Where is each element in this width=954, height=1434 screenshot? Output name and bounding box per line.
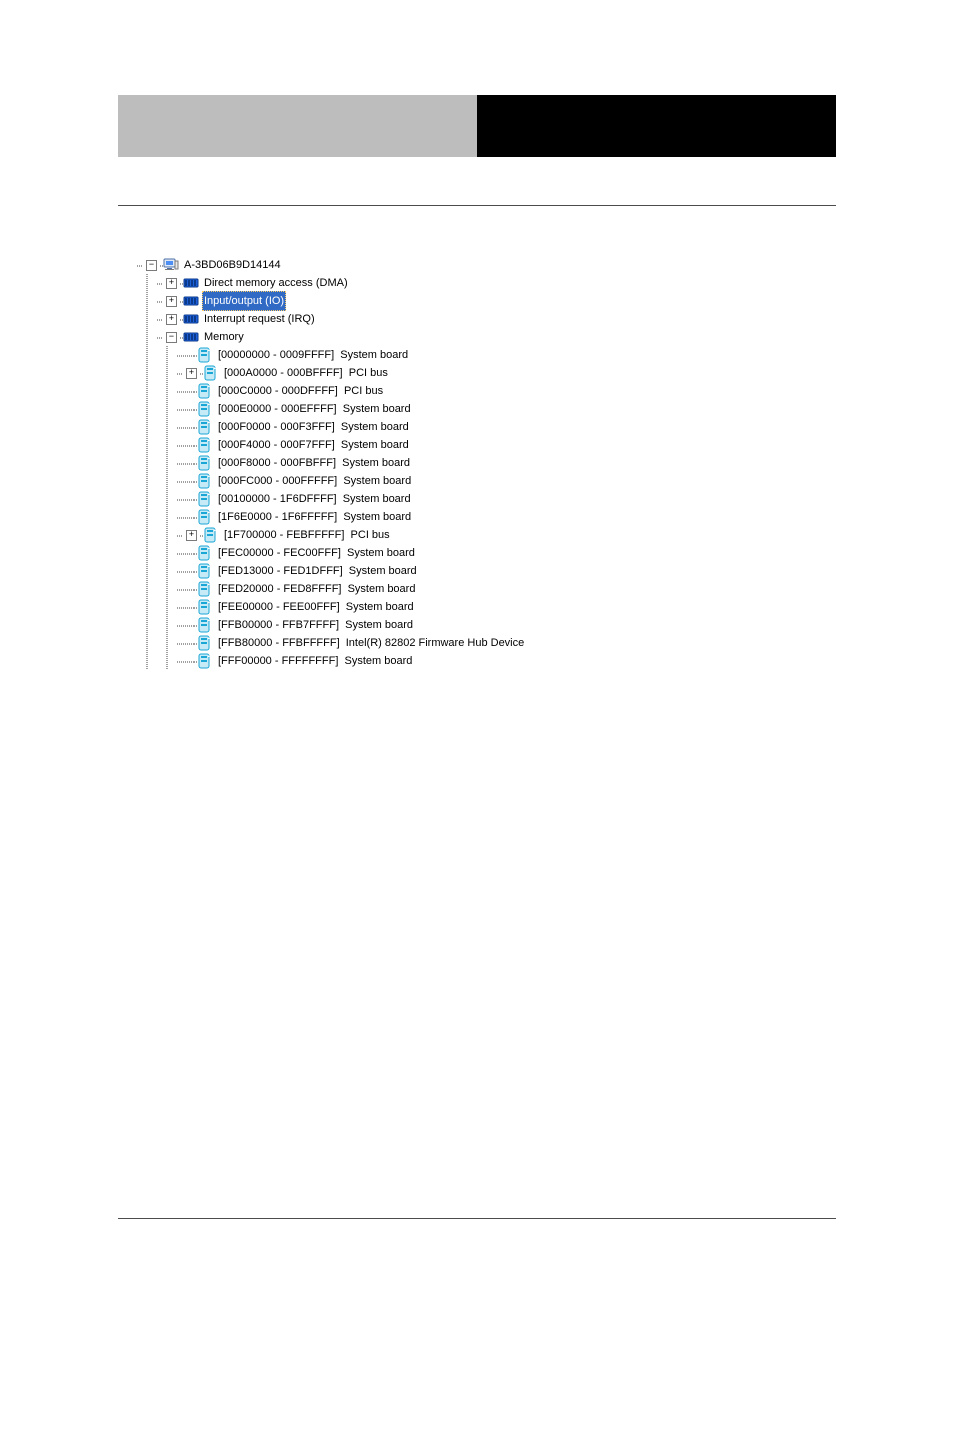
tree-memory-range-label[interactable]: [1F700000 - FEBFFFFF] PCI bus — [222, 526, 392, 544]
expander-icon[interactable]: − — [146, 260, 157, 271]
tree-memory-range-label[interactable]: [000E0000 - 000EFFFF] System board — [216, 400, 413, 418]
mem-icon — [197, 455, 213, 471]
tree-category[interactable]: + Interrupt request (IRQ) — [137, 310, 836, 328]
mem-icon — [197, 383, 213, 399]
tree-memory-range[interactable]: [000F4000 - 000F7FFF] System board — [137, 436, 836, 454]
tree-memory-range[interactable]: [000E0000 - 000EFFFF] System board — [137, 400, 836, 418]
mem-icon — [197, 473, 213, 489]
tree-memory-range-label[interactable]: [000FC000 - 000FFFFF] System board — [216, 472, 413, 490]
mem-icon — [197, 347, 213, 363]
tree-memory-range-label[interactable]: [000F4000 - 000F7FFF] System board — [216, 436, 411, 454]
expander-icon[interactable]: − — [166, 332, 177, 343]
tree-memory-range[interactable]: [FEC00000 - FEC00FFF] System board — [137, 544, 836, 562]
mem-icon — [197, 491, 213, 507]
device-tree: − A-3BD06B9D14144 + Direct memory access (D… — [137, 256, 836, 670]
tree-memory-range[interactable]: + [1F700000 - FEBFFFFF] PCI bus — [137, 526, 836, 544]
mem-icon — [203, 365, 219, 381]
resource-icon — [183, 311, 199, 327]
tree-category[interactable]: + Input/output (IO) — [137, 292, 836, 310]
mem-icon — [197, 401, 213, 417]
mem-icon — [197, 617, 213, 633]
header-band-left — [118, 95, 477, 157]
top-rule — [118, 205, 836, 206]
tree-memory-range-label[interactable]: [00000000 - 0009FFFF] System board — [216, 346, 410, 364]
mem-icon — [203, 527, 219, 543]
resource-icon — [183, 293, 199, 309]
tree-memory-range-label[interactable]: [FFB00000 - FFB7FFFF] System board — [216, 616, 415, 634]
expander-icon[interactable]: + — [166, 278, 177, 289]
header-band — [118, 95, 836, 157]
tree-memory-range-label[interactable]: [00100000 - 1F6DFFFF] System board — [216, 490, 413, 508]
tree-memory-range-label[interactable]: [1F6E0000 - 1F6FFFFF] System board — [216, 508, 413, 526]
mem-icon — [197, 653, 213, 669]
expander-icon[interactable]: + — [166, 314, 177, 325]
tree-memory-range[interactable]: + [000A0000 - 000BFFFF] PCI bus — [137, 364, 836, 382]
tree-memory-range[interactable]: [FED13000 - FED1DFFF] System board — [137, 562, 836, 580]
expander-icon[interactable]: + — [166, 296, 177, 307]
tree-memory-range-label[interactable]: [FED20000 - FED8FFFF] System board — [216, 580, 417, 598]
tree-memory-range-label[interactable]: [000C0000 - 000DFFFF] PCI bus — [216, 382, 385, 400]
tree-root-label[interactable]: A-3BD06B9D14144 — [182, 256, 283, 274]
expander-icon[interactable]: + — [186, 368, 197, 379]
mem-icon — [197, 635, 213, 651]
tree-category[interactable]: − Memory — [137, 328, 836, 346]
tree-memory-range[interactable]: [000F0000 - 000F3FFF] System board — [137, 418, 836, 436]
tree-memory-range-label[interactable]: [FEE00000 - FEE00FFF] System board — [216, 598, 416, 616]
tree-memory-range-label[interactable]: [FEC00000 - FEC00FFF] System board — [216, 544, 417, 562]
tree-root[interactable]: − A-3BD06B9D14144 — [137, 256, 836, 274]
tree-category-label[interactable]: Input/output (IO) — [202, 291, 286, 311]
computer-icon — [163, 257, 179, 273]
tree-memory-range[interactable]: [00100000 - 1F6DFFFF] System board — [137, 490, 836, 508]
resource-icon — [183, 275, 199, 291]
tree-category-label[interactable]: Direct memory access (DMA) — [202, 274, 350, 292]
mem-icon — [197, 437, 213, 453]
tree-memory-range-label[interactable]: [FED13000 - FED1DFFF] System board — [216, 562, 419, 580]
tree-memory-range-label[interactable]: [000F0000 - 000F3FFF] System board — [216, 418, 411, 436]
tree-category[interactable]: + Direct memory access (DMA) — [137, 274, 836, 292]
tree-memory-range[interactable]: [000C0000 - 000DFFFF] PCI bus — [137, 382, 836, 400]
tree-memory-range[interactable]: [1F6E0000 - 1F6FFFFF] System board — [137, 508, 836, 526]
bottom-rule — [118, 1218, 836, 1219]
mem-icon — [197, 599, 213, 615]
tree-memory-range[interactable]: [FFF00000 - FFFFFFFF] System board — [137, 652, 836, 670]
tree-category-label[interactable]: Interrupt request (IRQ) — [202, 310, 317, 328]
tree-memory-range-label[interactable]: [FFF00000 - FFFFFFFF] System board — [216, 652, 414, 670]
mem-icon — [197, 545, 213, 561]
mem-icon — [197, 419, 213, 435]
tree-memory-range-label[interactable]: [000F8000 - 000FBFFF] System board — [216, 454, 412, 472]
tree-category-label[interactable]: Memory — [202, 328, 246, 346]
tree-memory-range[interactable]: [000F8000 - 000FBFFF] System board — [137, 454, 836, 472]
tree-memory-range[interactable]: [00000000 - 0009FFFF] System board — [137, 346, 836, 364]
tree-memory-range[interactable]: [FED20000 - FED8FFFF] System board — [137, 580, 836, 598]
resource-icon — [183, 329, 199, 345]
tree-memory-range[interactable]: [FFB80000 - FFBFFFFF] Intel(R) 82802 Fir… — [137, 634, 836, 652]
tree-memory-range-label[interactable]: [000A0000 - 000BFFFF] PCI bus — [222, 364, 390, 382]
tree-memory-range[interactable]: [FFB00000 - FFB7FFFF] System board — [137, 616, 836, 634]
tree-memory-range-label[interactable]: [FFB80000 - FFBFFFFF] Intel(R) 82802 Fir… — [216, 634, 526, 652]
header-band-right — [477, 95, 836, 157]
expander-icon[interactable]: + — [186, 530, 197, 541]
mem-icon — [197, 563, 213, 579]
mem-icon — [197, 509, 213, 525]
mem-icon — [197, 581, 213, 597]
tree-memory-range[interactable]: [FEE00000 - FEE00FFF] System board — [137, 598, 836, 616]
tree-memory-range[interactable]: [000FC000 - 000FFFFF] System board — [137, 472, 836, 490]
